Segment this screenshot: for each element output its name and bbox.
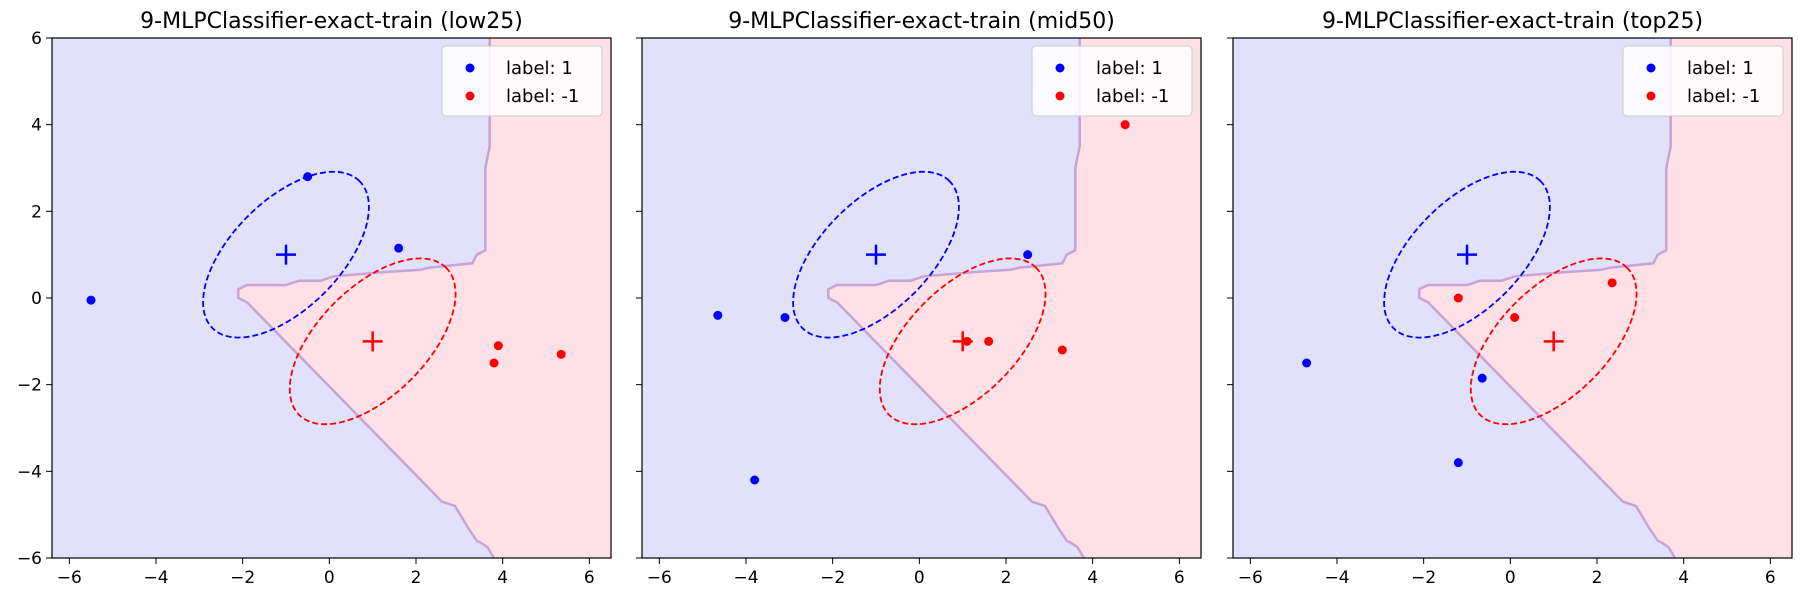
- x-tick-label: 0: [1505, 568, 1516, 588]
- data-point-series0-2: [1023, 250, 1033, 260]
- data-point-series0-2: [86, 295, 96, 305]
- data-point-series0-0: [713, 310, 723, 320]
- x-tick-label: −6: [1238, 568, 1263, 588]
- legend-box: [1622, 45, 1784, 117]
- data-point-series0-0: [1302, 358, 1312, 368]
- legend-label: label: -1: [1096, 86, 1169, 107]
- legend-marker: [1646, 91, 1656, 101]
- data-point-series0-1: [1477, 373, 1487, 383]
- x-tick-label: −6: [647, 568, 672, 588]
- data-point-series0-3: [750, 475, 760, 485]
- legend-marker: [465, 91, 475, 101]
- data-point-series1-1: [489, 358, 499, 368]
- decision-boundary: [237, 38, 496, 558]
- covariance-ellipse-0: [202, 170, 370, 339]
- legend-marker: [1055, 63, 1065, 73]
- covariance-ellipse-1: [1469, 257, 1638, 426]
- x-tick-label: −6: [57, 568, 82, 588]
- x-tick-label: 2: [1592, 568, 1603, 588]
- x-tick-label: 2: [1001, 568, 1012, 588]
- covariance-ellipse-0: [1383, 170, 1551, 339]
- legend-box: [1031, 45, 1193, 117]
- x-tick-label: −4: [143, 568, 168, 588]
- region-label-neg1: [828, 38, 1201, 558]
- legend-marker: [1055, 91, 1065, 101]
- y-tick-label: 0: [31, 289, 42, 309]
- x-tick-label: 4: [1678, 568, 1689, 588]
- data-point-series1-2: [1057, 345, 1067, 355]
- data-point-series1-2: [1607, 278, 1617, 288]
- x-tick-label: 6: [1765, 568, 1776, 588]
- data-point-series0-0: [303, 172, 313, 182]
- legend-label: label: 1: [506, 58, 573, 79]
- legend-box: [441, 45, 603, 117]
- class-center-marker-1: [362, 331, 383, 352]
- chart-title: 9-MLPClassifier-exact-train (mid50): [728, 9, 1115, 34]
- y-tick-label: 6: [31, 29, 42, 49]
- legend-label: label: -1: [1687, 86, 1760, 107]
- region-label-neg1: [238, 38, 611, 558]
- data-point-series1-0: [1120, 120, 1130, 130]
- legend-marker: [465, 63, 475, 73]
- legend-label: label: -1: [506, 86, 579, 107]
- data-point-series1-3: [962, 336, 972, 346]
- subplot-low25: −6 −4 −2 0 2 4 6 −6 −4 −2 0 2 4 6 9-MLPClassifier-exac…: [17, 9, 612, 588]
- legend-label: label: 1: [1687, 58, 1754, 79]
- x-tick-label: 4: [1087, 568, 1098, 588]
- y-tick-label: −4: [17, 462, 42, 482]
- decision-boundary: [1418, 38, 1677, 558]
- y-tick-label: −6: [17, 549, 42, 569]
- x-tick-label: −2: [820, 568, 845, 588]
- x-tick-label: 4: [497, 568, 508, 588]
- x-tick-label: −2: [1411, 568, 1436, 588]
- x-tick-label: −4: [1324, 568, 1349, 588]
- y-tick-label: −2: [17, 376, 42, 396]
- legend: label: 1 label: -1: [441, 45, 603, 117]
- subplot-top25: −6 −4 −2 0 2 4 6 9-MLPClassifier-exact-train (t…: [1227, 9, 1793, 588]
- covariance-ellipse-1: [288, 257, 457, 426]
- legend-label: label: 1: [1096, 58, 1163, 79]
- covariance-ellipse-0: [792, 170, 960, 339]
- x-tick-label: 0: [914, 568, 925, 588]
- chart-title: 9-MLPClassifier-exact-train (top25): [1322, 9, 1703, 34]
- data-point-series1-0: [493, 341, 503, 351]
- x-tick-label: −4: [733, 568, 758, 588]
- data-point-series1-1: [1510, 313, 1520, 322]
- region-label-neg1: [1419, 38, 1792, 558]
- x-tick-label: −2: [230, 568, 255, 588]
- x-tick-label: 6: [584, 568, 595, 588]
- y-tick-label: 2: [31, 202, 42, 222]
- x-tick-label: 6: [1174, 568, 1185, 588]
- data-point-series0-1: [394, 243, 404, 253]
- class-center-marker-1: [1543, 331, 1564, 352]
- class-center-marker-0: [276, 244, 296, 265]
- legend: label: 1 label: -1: [1031, 45, 1193, 117]
- data-point-series1-1: [984, 336, 994, 346]
- data-point-series1-2: [556, 349, 566, 359]
- y-tick-label: 4: [31, 116, 42, 136]
- class-center-marker-0: [866, 244, 886, 265]
- subplot-mid50: −6 −4 −2 0 2 4 6 9-MLPClassifier-exact-train (m…: [636, 9, 1202, 588]
- x-tick-label: 0: [324, 568, 335, 588]
- legend: label: 1 label: -1: [1622, 45, 1784, 117]
- chart-title: 9-MLPClassifier-exact-train (low25): [140, 9, 523, 34]
- decision-boundary: [827, 38, 1086, 558]
- x-tick-label: 2: [411, 568, 422, 588]
- data-point-series0-1: [780, 313, 790, 322]
- data-point-series0-2: [1453, 458, 1463, 468]
- covariance-ellipse-1: [878, 257, 1047, 426]
- class-center-marker-0: [1457, 244, 1477, 265]
- data-point-series1-0: [1453, 293, 1463, 303]
- legend-marker: [1646, 63, 1656, 73]
